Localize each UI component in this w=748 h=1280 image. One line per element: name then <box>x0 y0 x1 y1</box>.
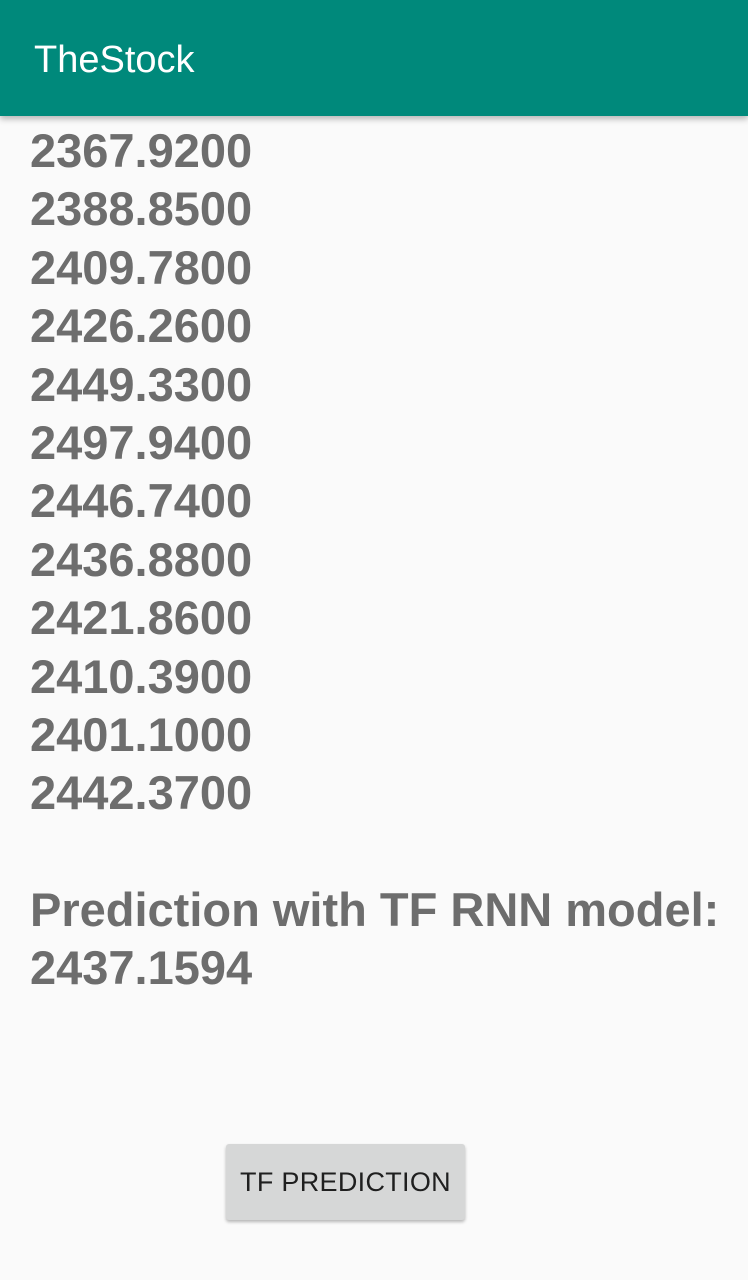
prediction-label: Prediction with TF RNN model: <box>30 882 720 936</box>
app-title: TheStock <box>34 39 195 81</box>
price-item: 2409.7800 <box>30 240 253 294</box>
price-item: 2446.7400 <box>30 474 253 528</box>
price-item: 2436.8800 <box>30 532 253 586</box>
content-area: 2367.9200 2388.8500 2409.7800 2426.2600 … <box>30 122 730 998</box>
price-item: 2449.3300 <box>30 357 253 411</box>
price-item: 2426.2600 <box>30 299 253 353</box>
price-item: 2388.8500 <box>30 182 253 236</box>
spacer <box>30 823 730 881</box>
price-item: 2421.8600 <box>30 591 253 645</box>
app-bar: TheStock <box>0 0 748 116</box>
price-item: 2401.1000 <box>30 707 253 761</box>
price-list: 2367.9200 2388.8500 2409.7800 2426.2600 … <box>30 122 730 823</box>
price-item: 2410.3900 <box>30 649 253 703</box>
price-item: 2497.9400 <box>30 415 253 469</box>
price-item: 2442.3700 <box>30 766 253 820</box>
tf-prediction-button[interactable]: TF PREDICTION <box>226 1144 465 1220</box>
prediction-value: 2437.1594 <box>30 941 253 995</box>
price-item: 2367.9200 <box>30 124 253 177</box>
